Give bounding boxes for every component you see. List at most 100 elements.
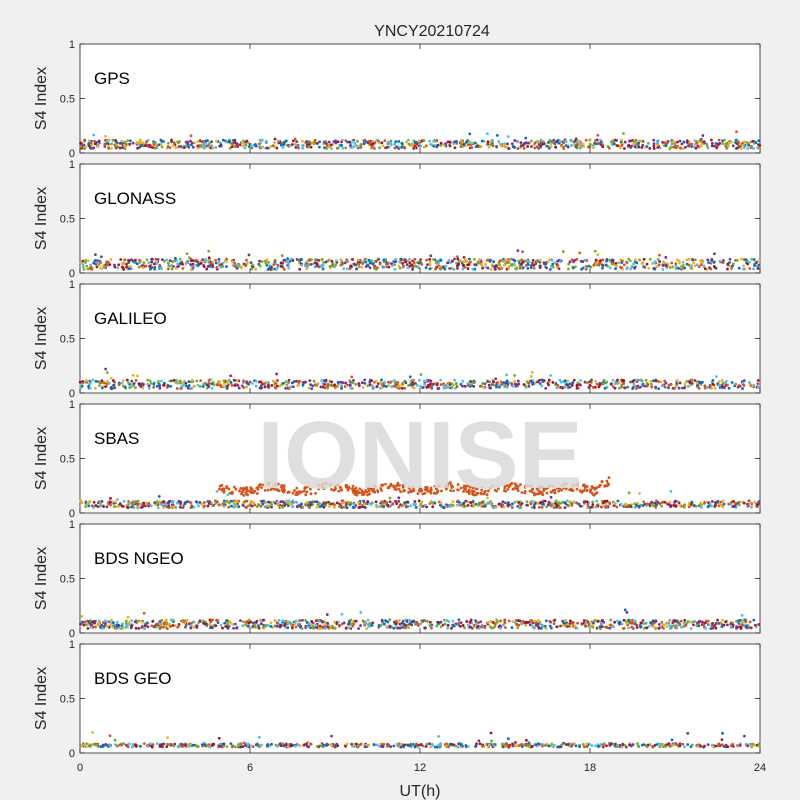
data-point [254, 144, 258, 148]
data-point [239, 619, 242, 623]
data-point [294, 379, 298, 383]
data-point [273, 258, 277, 262]
data-point [309, 626, 313, 630]
data-point-highlight [351, 484, 355, 488]
data-point-highlight [448, 481, 452, 485]
y-tick-label: 1 [69, 159, 75, 171]
data-point [464, 499, 468, 503]
data-point [392, 379, 396, 382]
data-point [158, 382, 161, 386]
data-point [611, 385, 615, 388]
data-point [122, 499, 126, 503]
data-point [478, 742, 482, 746]
data-point [374, 379, 378, 383]
data-point [305, 625, 309, 629]
data-point [140, 626, 144, 629]
data-point [516, 147, 520, 150]
data-point [730, 140, 733, 144]
data-point [668, 266, 672, 269]
data-point [450, 626, 453, 630]
data-point [689, 627, 693, 630]
data-point [538, 382, 542, 385]
data-point [590, 744, 594, 748]
data-point [513, 621, 517, 625]
data-point [291, 385, 295, 389]
data-point [719, 621, 723, 625]
data-point [228, 139, 232, 143]
data-point [513, 139, 517, 142]
data-point [653, 267, 657, 271]
data-point [514, 619, 518, 622]
data-point [675, 624, 679, 628]
data-point [94, 625, 97, 629]
data-point [245, 139, 249, 143]
data-point [718, 383, 721, 387]
data-point [155, 262, 158, 266]
data-point [79, 261, 83, 265]
data-point [190, 378, 194, 382]
data-point [166, 141, 170, 145]
data-point-highlight [401, 483, 405, 487]
data-point [108, 263, 112, 267]
data-point [669, 489, 673, 493]
data-point [224, 140, 228, 144]
data-point-highlight [516, 485, 520, 488]
data-point [737, 384, 741, 387]
data-point [143, 624, 147, 628]
data-point [166, 267, 170, 271]
data-point [406, 259, 410, 263]
data-point [754, 623, 757, 627]
data-point [695, 623, 699, 627]
data-point [305, 140, 309, 143]
data-point [161, 500, 165, 504]
data-point [201, 258, 205, 262]
data-point [93, 253, 97, 257]
data-point [365, 622, 368, 626]
chart-title: YNCY20210724 [374, 23, 490, 40]
data-point [407, 626, 411, 630]
data-point [593, 385, 597, 389]
data-point [123, 258, 127, 262]
data-point [689, 383, 692, 387]
data-point [531, 258, 535, 262]
data-point [394, 140, 398, 144]
data-point [126, 615, 130, 619]
data-point [210, 382, 214, 386]
data-point [727, 502, 731, 506]
data-point [693, 264, 697, 268]
data-point [266, 381, 270, 385]
data-point [125, 378, 129, 382]
data-point [243, 146, 247, 150]
data-point [642, 257, 646, 261]
data-point-highlight [607, 482, 611, 486]
data-point [709, 387, 713, 390]
data-point-highlight [384, 482, 387, 486]
data-point [596, 253, 600, 257]
data-point [497, 266, 501, 270]
data-point [225, 257, 228, 261]
data-point [486, 496, 489, 500]
data-point [349, 264, 353, 268]
data-point-highlight [306, 485, 310, 489]
data-point [195, 258, 198, 262]
data-point [408, 261, 412, 265]
data-point [486, 140, 490, 144]
data-point [508, 503, 511, 507]
data-point [452, 142, 455, 146]
data-point-highlight [533, 493, 536, 497]
data-point [536, 501, 540, 505]
data-point [196, 383, 200, 387]
data-point [261, 626, 265, 629]
data-point [529, 502, 533, 506]
data-point [271, 379, 275, 383]
data-point [461, 263, 465, 267]
data-point [524, 136, 528, 140]
data-point [196, 264, 200, 267]
data-point-highlight [607, 476, 611, 480]
data-point [546, 260, 550, 264]
data-point [595, 138, 599, 142]
data-point [394, 622, 398, 626]
data-point [388, 618, 392, 622]
data-point [563, 501, 567, 504]
plot-area [79, 403, 761, 514]
